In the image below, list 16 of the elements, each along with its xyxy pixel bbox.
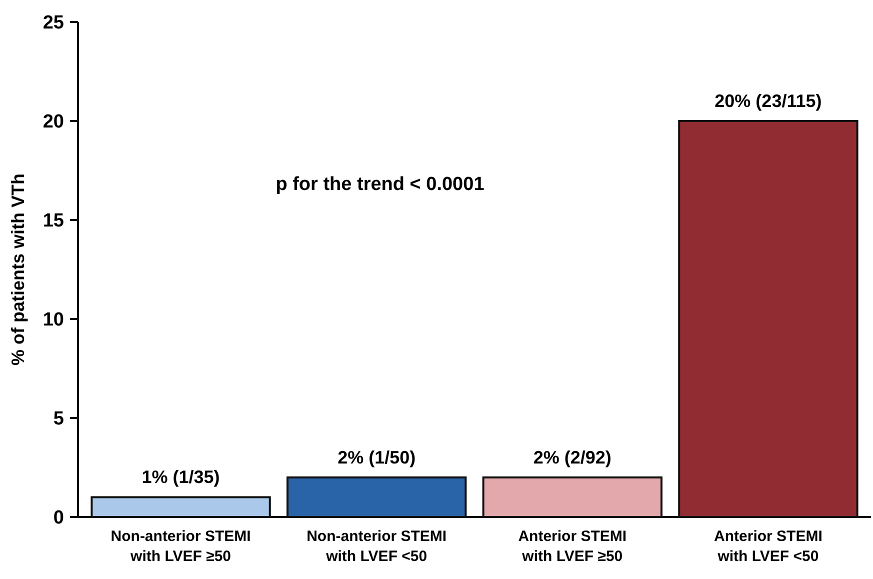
- y-tick-label: 0: [53, 508, 64, 529]
- annotation: p for the trend < 0.0001: [276, 174, 485, 195]
- data-label: 20% (23/115): [714, 91, 822, 111]
- x-tick-label: Non-anterior STEMI with LVEF <50: [306, 528, 447, 565]
- y-axis-title: % of patients with VTh: [8, 174, 28, 366]
- y-tick-label: 25: [42, 12, 64, 34]
- x-tick-label: Anterior STEMI with LVEF <50: [714, 528, 822, 565]
- data-label: 1% (1/35): [142, 467, 220, 488]
- y-tick-label: 5: [53, 408, 64, 430]
- y-tick-label: 15: [42, 210, 64, 232]
- y-tick-label: 10: [42, 310, 64, 331]
- data-label: 2% (2/92): [533, 447, 612, 468]
- y-tick-label: 20: [42, 112, 64, 133]
- x-tick-label: Anterior STEMI with LVEF ≥50: [518, 528, 627, 565]
- x-tick-label: Non-anterior STEMI with LVEF ≥50: [110, 528, 251, 565]
- data-label: 2% (1/50): [338, 447, 416, 468]
